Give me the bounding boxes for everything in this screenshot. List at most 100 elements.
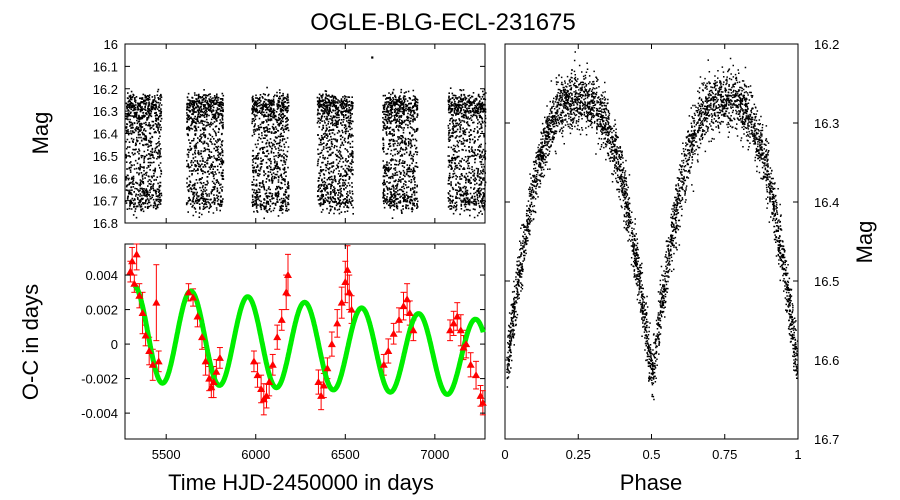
figure-title: OGLE-BLG-ECL-231675 <box>310 9 575 36</box>
light-curve-time-y-tick-label: 16.4 <box>93 127 118 142</box>
oc-observation-point <box>184 288 193 296</box>
phased-light-curve-x-label: Phase <box>620 470 682 495</box>
phased-light-curve-points <box>506 51 799 401</box>
oc-y-tick-label: 0.004 <box>85 268 118 283</box>
oc-observation-point <box>476 391 485 399</box>
oc-observation-point <box>323 364 332 372</box>
oc-observation-point <box>449 319 458 327</box>
oc-observation-point <box>446 326 455 334</box>
oc-error-bars <box>127 243 486 416</box>
oc-y-tick-label: 0 <box>111 337 118 352</box>
oc-observation-point <box>333 319 342 327</box>
light-curve-time-y-tick-label: 16.2 <box>93 82 118 97</box>
oc-observation-point <box>201 357 210 365</box>
oc-observation-point <box>283 271 292 279</box>
oc-y-tick-label: -0.002 <box>81 372 118 387</box>
oc-observation-point <box>138 309 147 317</box>
phased-y-tick-label: 16.5 <box>814 274 839 289</box>
light-curve-time-panel: 16 16.1 16.2 16.3 16.4 16.5 16.6 16.7 16.8 Mag <box>28 37 487 231</box>
light-curve-time-y-tick-label: 16 <box>104 37 118 52</box>
oc-observation-point <box>132 250 141 258</box>
oc-observation-point <box>130 279 139 287</box>
oc-observation-point <box>128 257 137 265</box>
oc-observation-point <box>205 374 214 382</box>
light-curve-time-markers <box>125 86 487 220</box>
phased-x-tick-label: 1 <box>794 447 801 462</box>
oc-observation-point <box>379 360 388 368</box>
oc-observation-point <box>268 360 277 368</box>
oc-x-tick-label: 6000 <box>241 447 270 462</box>
oc-observation-point <box>273 333 282 341</box>
oc-x-tick-label: 5500 <box>152 447 181 462</box>
oc-observation-point <box>343 265 352 273</box>
phased-x-tick-label: 0 <box>501 447 508 462</box>
oc-observation-point <box>282 288 291 296</box>
oc-observation-point <box>189 293 198 301</box>
oc-observation-point <box>462 340 471 348</box>
oc-observation-point <box>327 340 336 348</box>
oc-observation-point <box>337 298 346 306</box>
oc-observation-point <box>126 267 135 275</box>
oc-observation-point <box>466 360 475 368</box>
phased-x-tick-label: 0.75 <box>712 447 737 462</box>
oc-observation-point <box>193 312 202 320</box>
light-curve-time-y-ticks: 16 16.1 16.2 16.3 16.4 16.5 16.6 16.7 16.8 <box>93 37 485 231</box>
oc-observation-point <box>453 312 462 320</box>
oc-observation-point <box>145 346 154 354</box>
light-curve-time-y-tick-label: 16.7 <box>93 194 118 209</box>
light-curve-time-y-tick-label: 16.5 <box>93 149 118 164</box>
oc-observations <box>126 250 487 406</box>
oc-observation-point <box>399 302 408 310</box>
oc-observation-point <box>209 378 218 386</box>
oc-observation-point <box>345 288 354 296</box>
phased-x-tick-label: 0.25 <box>566 447 591 462</box>
phased-y-tick-label: 16.7 <box>814 432 839 447</box>
oc-observation-point <box>456 326 465 334</box>
oc-observation-point <box>395 315 404 323</box>
oc-observation-point <box>249 357 258 365</box>
light-curve-time-y-label: Mag <box>28 112 53 155</box>
oc-observation-point <box>277 315 286 323</box>
oc-observation-point <box>152 298 161 306</box>
oc-observation-point <box>319 381 328 389</box>
light-curve-time-y-tick-label: 16.3 <box>93 104 118 119</box>
oc-x-tick-label: 6500 <box>331 447 360 462</box>
oc-observation-point <box>405 309 414 317</box>
phased-light-curve-panel: 16.2 16.3 16.4 16.5 16.6 16.7 0 0.25 0.5 0.75 1 Ma… <box>501 37 877 495</box>
light-curve-time-y-tick-label: 16.6 <box>93 171 118 186</box>
oc-observation-point <box>341 277 350 285</box>
oc-observation-point <box>207 383 216 391</box>
oc-observation-point <box>215 353 224 361</box>
oc-observation-point <box>317 391 326 399</box>
oc-observation-point <box>389 329 398 337</box>
phased-y-tick-label: 16.6 <box>814 353 839 368</box>
oc-y-tick-label: 0.002 <box>85 303 118 318</box>
oc-observation-point <box>472 371 481 379</box>
light-curve-time-points <box>125 56 487 220</box>
oc-observation-point <box>403 295 412 303</box>
phased-y-tick-label: 16.3 <box>814 116 839 131</box>
oc-observation-point <box>262 391 271 399</box>
oc-diagram-frame <box>124 243 486 440</box>
oc-observation-point <box>265 378 274 386</box>
oc-model-line <box>131 283 486 397</box>
phased-y-tick-label: 16.4 <box>814 195 839 210</box>
oc-diagram-y-label: O-C in days <box>18 284 43 400</box>
oc-diagram-ticks: 0.004 0.002 0 -0.002 -0.004 5500 6000 6500 7000 <box>81 244 485 462</box>
phased-y-tick-label: 16.2 <box>814 37 839 52</box>
phased-light-curve-markers <box>506 51 799 401</box>
oc-observation-point <box>154 357 163 365</box>
oc-observation-point <box>347 305 356 313</box>
oc-observation-point <box>257 384 266 392</box>
oc-observation-point <box>212 367 221 375</box>
oc-observation-point <box>409 326 418 334</box>
phased-light-curve-y-label: Mag <box>852 221 877 264</box>
phased-x-tick-label: 0.5 <box>642 447 660 462</box>
oc-observation-point <box>148 360 157 368</box>
oc-observation-point <box>478 398 487 406</box>
oc-x-tick-label: 7000 <box>420 447 449 462</box>
oc-observation-point <box>198 333 207 341</box>
oc-observation-point <box>314 378 323 386</box>
